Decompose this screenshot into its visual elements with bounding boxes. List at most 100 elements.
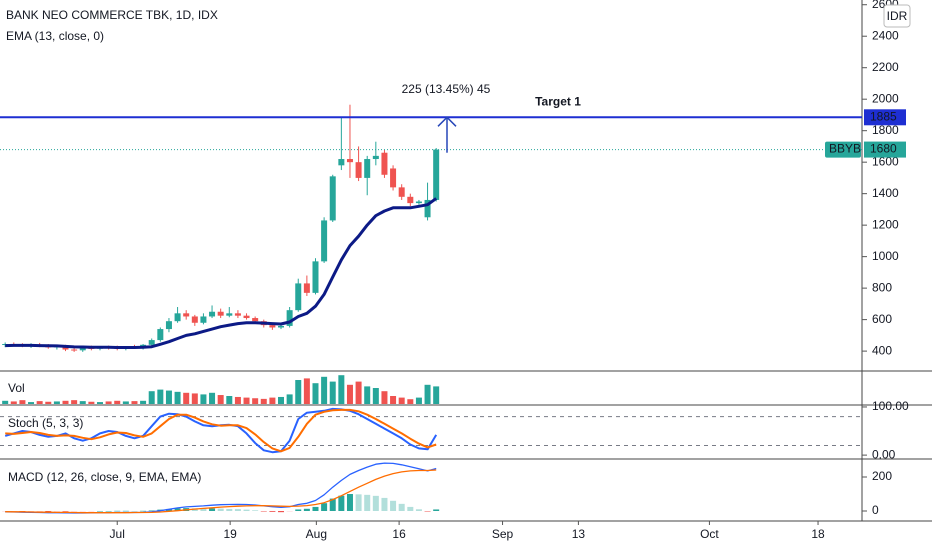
candle-body: [226, 313, 233, 316]
histogram-bar: [321, 503, 328, 511]
volume-bar: [131, 401, 138, 404]
histogram-bar: [28, 510, 35, 512]
volume-bar: [88, 401, 95, 404]
histogram-bar: [260, 510, 267, 512]
stoch-line: [5, 408, 437, 453]
candle-body: [372, 155, 379, 160]
histogram-bar: [140, 510, 147, 512]
volume-bar: [191, 393, 198, 404]
volume-bar: [53, 401, 60, 404]
histogram-bar: [338, 495, 345, 511]
volume-bar: [234, 396, 241, 404]
candle-body: [381, 152, 388, 175]
histogram-bar: [71, 510, 78, 512]
volume-bar: [390, 396, 397, 404]
volume-bar: [381, 391, 388, 404]
x-tick-label: 18: [811, 527, 825, 541]
volume-bar: [165, 390, 172, 404]
volume-bar: [346, 384, 353, 404]
candle-body: [433, 149, 440, 200]
volume-bar: [157, 389, 164, 404]
measure-arrow-head: [437, 116, 457, 127]
histogram-bar: [2, 510, 9, 512]
target-label: Target 1: [535, 94, 581, 108]
candle-body: [278, 325, 285, 328]
histogram-bar: [278, 510, 285, 513]
volume-bar: [2, 400, 9, 404]
y-tick-label: 0: [872, 503, 879, 517]
histogram-bar: [252, 510, 259, 511]
histogram-bar: [398, 503, 405, 511]
y-tick-label: 400: [872, 343, 892, 357]
candle-body: [209, 311, 216, 317]
histogram-bar: [407, 506, 414, 511]
candle-body: [2, 344, 9, 346]
histogram-bar: [131, 510, 138, 512]
panel-title: Stoch (5, 3, 3): [8, 416, 83, 430]
symbol-label: BBYB: [829, 142, 861, 156]
histogram-bar: [312, 506, 319, 511]
volume-bar: [260, 398, 267, 404]
x-tick-label: 16: [392, 527, 406, 541]
volume-bar: [338, 375, 345, 404]
candle-body: [398, 187, 405, 197]
histogram-bar: [390, 500, 397, 511]
candle-body: [390, 168, 397, 188]
y-tick-label: 200: [872, 469, 892, 483]
volume-bar: [140, 400, 147, 404]
candle-body: [269, 325, 276, 328]
target-price-label: 1885: [870, 109, 897, 123]
currency-label: IDR: [887, 9, 908, 23]
histogram-bar: [226, 508, 233, 511]
histogram-bar: [122, 510, 129, 512]
candle-body: [165, 321, 172, 330]
volume-bar: [415, 397, 422, 404]
candle-body: [71, 349, 78, 351]
histogram-bar: [372, 495, 379, 511]
histogram-bar: [329, 498, 336, 511]
macd-line: [5, 469, 437, 514]
target-price-box: [864, 109, 906, 126]
volume-bar: [355, 381, 362, 404]
candle-body: [217, 311, 224, 316]
last-price-box: [864, 141, 906, 158]
candle-body: [148, 340, 155, 345]
volume-bar: [148, 391, 155, 404]
volume-bar: [122, 401, 129, 404]
histogram-bar: [165, 508, 172, 511]
volume-bar: [407, 399, 414, 404]
y-tick-label: 2200: [872, 60, 899, 74]
histogram-bar: [415, 509, 422, 511]
candle-body: [286, 310, 293, 326]
candle-body: [329, 176, 336, 221]
volume-bar: [28, 402, 35, 404]
volume-bar: [321, 376, 328, 404]
histogram-bar: [53, 510, 60, 512]
histogram-bar: [217, 508, 224, 511]
last-price-label: 1680: [870, 142, 897, 156]
volume-bar: [312, 383, 319, 404]
histogram-bar: [364, 494, 371, 511]
volume-bar: [19, 400, 26, 404]
histogram-bar: [79, 510, 86, 512]
volume-bar: [433, 386, 440, 404]
volume-bar: [62, 400, 69, 404]
histogram-bar: [234, 509, 241, 511]
candle-body: [346, 159, 353, 163]
histogram-bar: [96, 510, 103, 512]
volume-bar: [364, 386, 371, 404]
volume-bar: [226, 396, 233, 404]
histogram-bar: [381, 497, 388, 511]
histogram-bar: [200, 508, 207, 511]
candle-body: [355, 162, 362, 178]
candle-body: [424, 199, 431, 218]
candle-body: [200, 316, 207, 323]
candle-body: [312, 261, 319, 293]
histogram-bar: [148, 510, 155, 511]
histogram-bar: [105, 510, 112, 512]
y-tick-label: 1600: [872, 154, 899, 168]
candle-body: [295, 283, 302, 311]
candle-body: [79, 347, 86, 351]
histogram-bar: [243, 509, 250, 511]
histogram-bar: [62, 510, 69, 512]
